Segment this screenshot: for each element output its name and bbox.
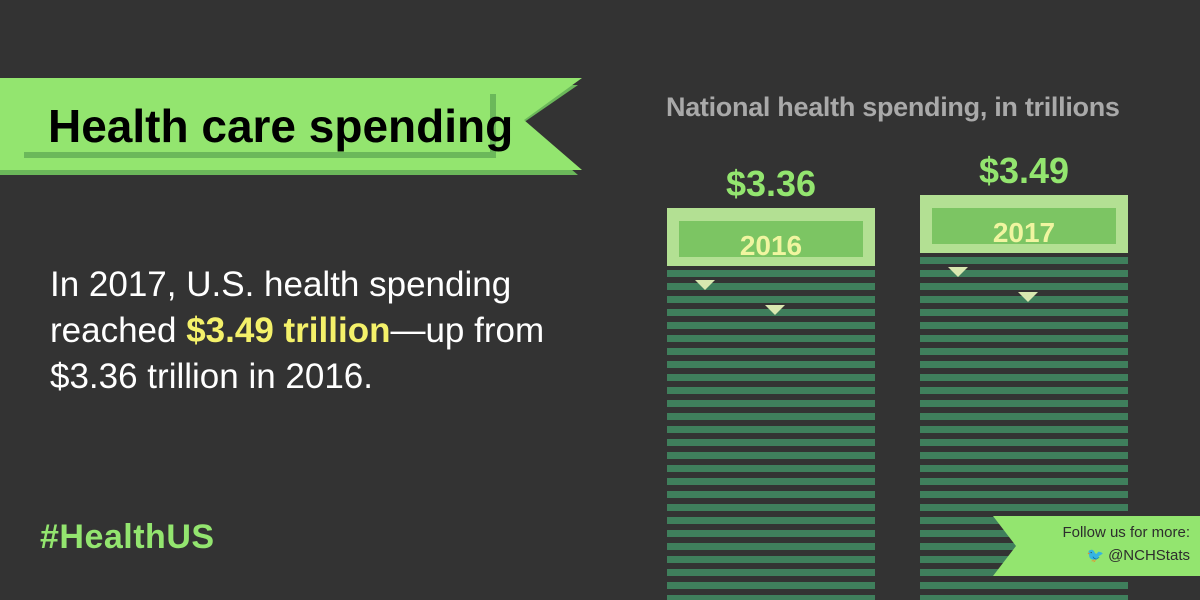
bar-stripe: [667, 426, 875, 433]
bar-stripe: [667, 582, 875, 589]
bar-stripe: [920, 582, 1128, 589]
bar-stripe: [667, 595, 875, 600]
follow-us-label: Follow us for more:: [1062, 524, 1190, 541]
bar-stripe: [667, 556, 875, 563]
bar-stripe: [667, 309, 875, 316]
bar-stripe: [667, 491, 875, 498]
bar-chart: 2016 $3.36 2017 $3.49: [667, 150, 1128, 600]
bar-stripe: [667, 465, 875, 472]
statement-part-1: In 2017, U.S. health spending reached: [50, 265, 512, 350]
bar-stripe: [920, 348, 1128, 355]
bar-stripe: [667, 296, 875, 303]
bar-stripe: [920, 504, 1128, 511]
bar-stripe: [920, 426, 1128, 433]
bar-stripe: [920, 361, 1128, 368]
bar-stripe: [920, 309, 1128, 316]
bar-stripe: [667, 374, 875, 381]
bar-stripe: [667, 413, 875, 420]
banner-title: Health care spending: [48, 100, 513, 152]
bar-stripe: [667, 569, 875, 576]
follow-ribbon: [993, 516, 1200, 576]
chart-title: National health spending, in trillions: [666, 92, 1120, 122]
bar-stripe: [920, 478, 1128, 485]
bar-stripe: [920, 322, 1128, 329]
bar-stripe: [920, 283, 1128, 290]
bar-value-label: $3.36: [726, 163, 816, 204]
bar-notch: [948, 267, 968, 277]
bar-stripe: [667, 543, 875, 550]
bar-stripe: [667, 439, 875, 446]
bar-stripe: [667, 400, 875, 407]
bar-stripe: [667, 452, 875, 459]
bar-stripe: [920, 296, 1128, 303]
twitter-handle-row[interactable]: 🐦 @NCHStats: [1087, 544, 1190, 567]
banner-label: [16, 88, 490, 152]
follow-us: Follow us for more: 🐦 @NCHStats: [1010, 522, 1190, 567]
follow-ribbon-shape: [993, 516, 1200, 576]
twitter-handle: @NCHStats: [1108, 547, 1190, 564]
bar-stripe: [667, 530, 875, 537]
bar-category-label: 2017: [993, 217, 1055, 248]
bar-stripe: [920, 452, 1128, 459]
bar-notch: [1018, 292, 1038, 302]
bar-stripe: [920, 439, 1128, 446]
twitter-bird-icon: 🐦: [1086, 547, 1105, 563]
bar-stripe: [920, 257, 1128, 264]
bar-stripe: [920, 374, 1128, 381]
bar-stripe: [667, 348, 875, 355]
bar-cap-inner: [679, 221, 863, 257]
bar-stripe: [920, 465, 1128, 472]
bar-stripe: [667, 504, 875, 511]
bar-stripe: [667, 387, 875, 394]
bar-stripe: [667, 335, 875, 342]
bar-stripe: [667, 478, 875, 485]
bar-stripe: [920, 595, 1128, 600]
bar-stripe: [667, 283, 875, 290]
bar-notch: [695, 280, 715, 290]
bar-stripe: [920, 413, 1128, 420]
bar-stripe: [667, 361, 875, 368]
statement-part-2: —up from $3.36 trillion in 2016.: [50, 311, 545, 396]
bar-stripe: [667, 322, 875, 329]
bar-stripe: [667, 270, 875, 277]
bar-notch: [765, 305, 785, 315]
bar-stripe: [920, 387, 1128, 394]
title-banner: Health care spending: [0, 78, 582, 175]
bar-stripe: [920, 491, 1128, 498]
bar-cap-inner: [932, 208, 1116, 244]
statement-text: In 2017, U.S. health spending reached $3…: [50, 262, 610, 400]
bar-value-label: $3.49: [979, 150, 1069, 191]
bar-stripe: [667, 517, 875, 524]
bar-category-label: 2016: [740, 230, 802, 261]
bar-stripe: [920, 270, 1128, 277]
hashtag[interactable]: #HealthUS: [40, 518, 215, 556]
bar-stripe: [920, 335, 1128, 342]
statement-highlight: $3.49 trillion: [186, 311, 391, 350]
bar-stripe: [920, 400, 1128, 407]
